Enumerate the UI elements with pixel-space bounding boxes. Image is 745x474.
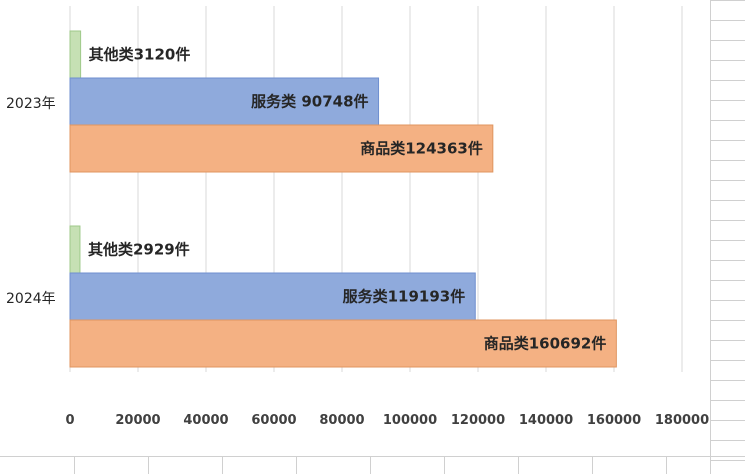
x-tick-label: 40000 (183, 413, 228, 428)
category-label: 2024年 (6, 291, 56, 307)
category-label: 2023年 (6, 96, 56, 112)
x-tick-label: 160000 (587, 413, 641, 428)
bar-service (69, 272, 476, 321)
data-label: 服务类 90748件 (251, 93, 368, 111)
x-tick-label: 100000 (383, 413, 437, 428)
x-tick-label: 120000 (451, 413, 505, 428)
data-label: 其他类2929件 (88, 241, 190, 259)
x-tick-label: 180000 (655, 413, 709, 428)
x-tick-label: 80000 (319, 413, 364, 428)
value-axis: 0 20000 40000 60000 80000 100000 120000 140000 1… (65, 413, 709, 428)
data-label: 商品类124363件 (360, 140, 483, 158)
bars (69, 30, 617, 368)
data-label: 商品类160692件 (484, 335, 607, 353)
x-tick-label: 140000 (519, 413, 573, 428)
category-axis: 2023年 2024年 (6, 96, 56, 307)
data-label: 服务类119193件 (343, 288, 466, 306)
bar-goods (69, 319, 617, 368)
bar-other (69, 30, 82, 79)
x-tick-label: 60000 (251, 413, 296, 428)
x-tick-label: 20000 (115, 413, 160, 428)
bar-service (69, 77, 380, 126)
x-tick-label: 0 (65, 413, 74, 428)
data-label: 其他类3120件 (89, 46, 191, 64)
bar-goods (69, 124, 494, 173)
bar-other (69, 225, 81, 274)
